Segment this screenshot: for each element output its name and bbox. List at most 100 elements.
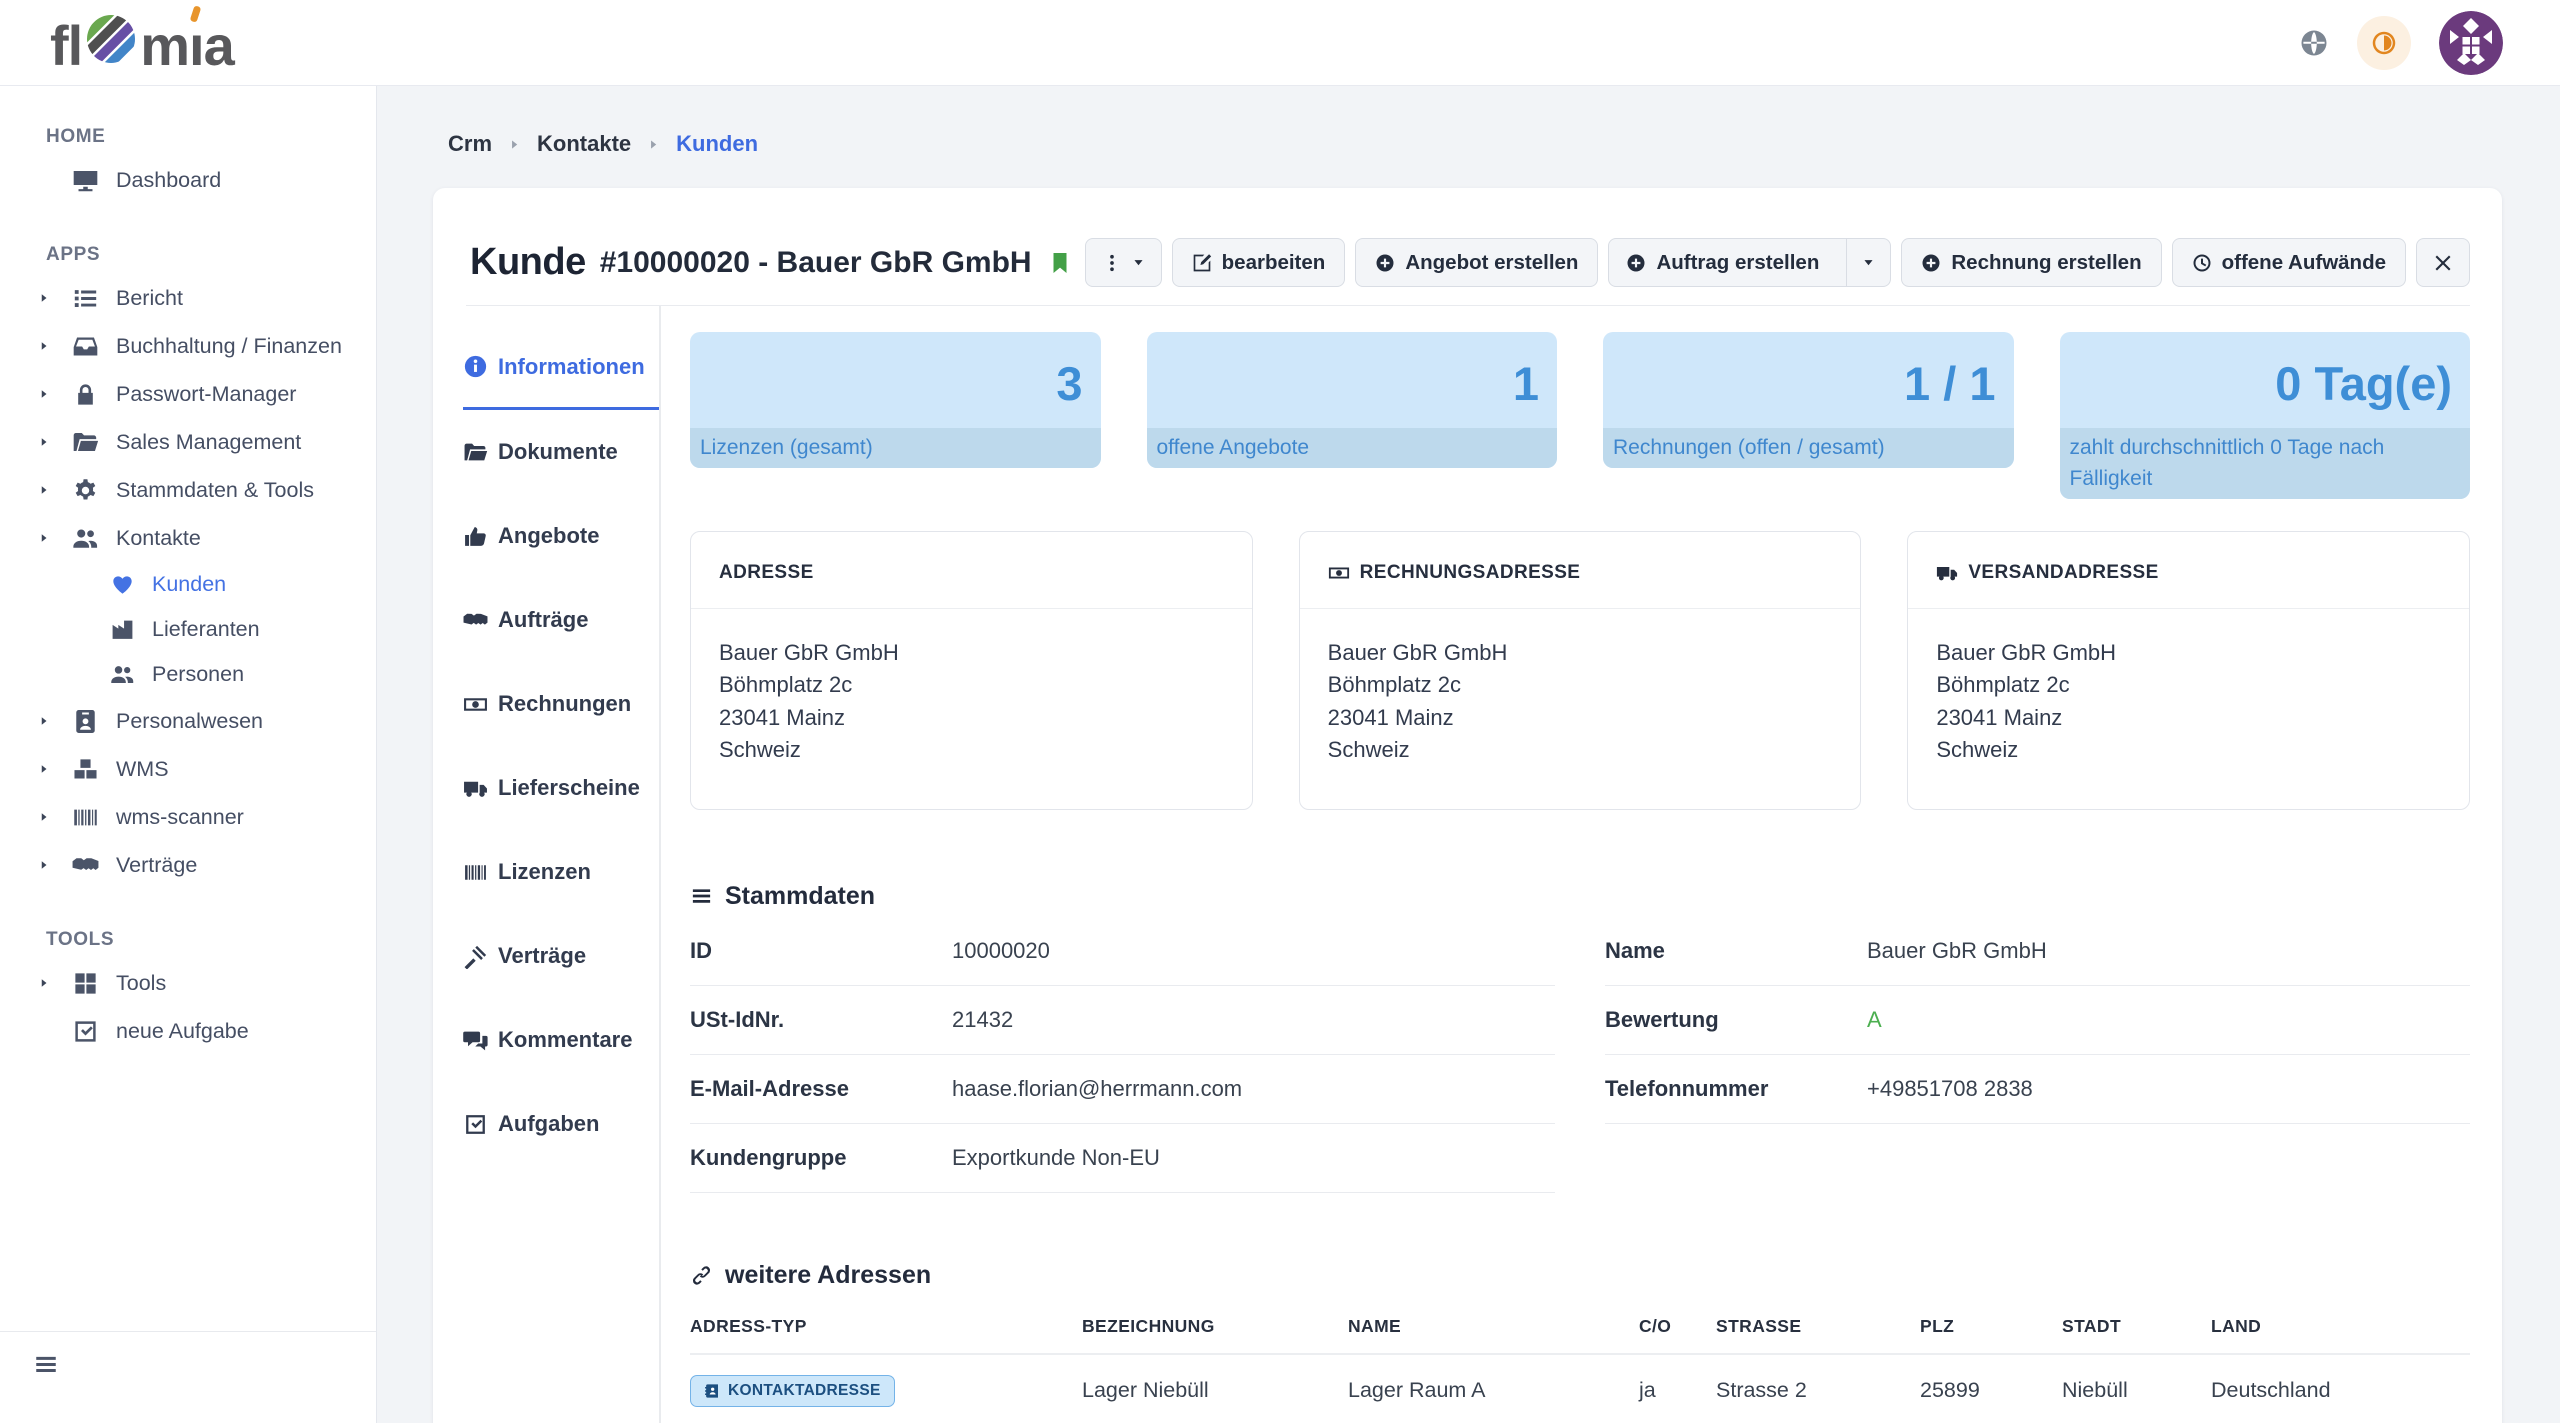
sidebar-footer — [0, 1331, 376, 1423]
sidebar-item-lieferanten[interactable]: Lieferanten — [0, 607, 376, 652]
sidebar-item-kunden[interactable]: Kunden — [0, 562, 376, 607]
gavel-icon — [463, 944, 488, 969]
truck-icon — [1936, 562, 1958, 584]
stat-value: 1 — [1147, 332, 1558, 428]
stat-lizenzen[interactable]: 3 Lizenzen (gesamt) — [690, 332, 1101, 468]
sidebar-item-wms-scanner[interactable]: wms-scanner — [0, 793, 376, 841]
main-content: Crm Kontakte Kunden Kunde #10000020 - Ba… — [377, 86, 2560, 1423]
sidebar-item-wms[interactable]: WMS — [0, 745, 376, 793]
action-buttons: bearbeiten Angebot erstellen Auftrag ers… — [1085, 238, 2470, 287]
thumbs-up-icon — [463, 524, 488, 549]
breadcrumb-kunden[interactable]: Kunden — [676, 130, 758, 158]
address-card-title: VERSANDADRESSE — [1908, 532, 2469, 609]
create-offer-button[interactable]: Angebot erstellen — [1355, 238, 1598, 287]
boxes-icon — [72, 756, 99, 783]
tab-lizenzen[interactable]: Lizenzen — [463, 830, 659, 914]
top-bar: fl m ı a — [0, 0, 2560, 86]
breadcrumb-crm[interactable]: Crm — [448, 130, 492, 158]
caret-down-icon — [1862, 256, 1875, 269]
stat-label: offene Angebote — [1147, 428, 1558, 468]
inbox-icon — [72, 333, 99, 360]
address-card-title: ADRESSE — [691, 532, 1252, 609]
sidebar-item-passwort-manager[interactable]: Passwort-Manager — [0, 370, 376, 418]
barcode-icon — [463, 860, 488, 885]
edit-button[interactable]: bearbeiten — [1172, 238, 1346, 287]
globe-icon[interactable] — [2299, 28, 2329, 58]
logo-text-fl: fl — [50, 18, 82, 74]
breadcrumb-kontakte[interactable]: Kontakte — [537, 130, 631, 158]
create-invoice-button[interactable]: Rechnung erstellen — [1901, 238, 2161, 287]
caret-right-icon — [38, 715, 50, 727]
tab-angebote[interactable]: Angebote — [463, 494, 659, 578]
field-value: +49851708 2838 — [1867, 1076, 2033, 1102]
tab-informationen[interactable]: Informationen — [463, 326, 659, 410]
sidebar-item-dashboard[interactable]: Dashboard — [0, 156, 376, 204]
stammdaten-left-column: ID 10000020 USt-IdNr. 21432 E-Mail-Adres… — [690, 917, 1555, 1193]
truck-icon — [463, 776, 488, 801]
address-book-icon — [704, 1383, 720, 1399]
check-square-icon — [72, 1018, 99, 1045]
col-land: LAND — [2211, 1300, 2470, 1354]
tab-auftraege[interactable]: Aufträge — [463, 578, 659, 662]
caret-right-icon — [38, 292, 50, 304]
cell-bezeichnung: Lager Niebüll — [1082, 1354, 1348, 1423]
sidebar-item-label: Dashboard — [116, 168, 221, 193]
sidebar-item-kontakte[interactable]: Kontakte — [0, 514, 376, 562]
field-row-id: ID 10000020 — [690, 917, 1555, 986]
sidebar-item-label: Verträge — [116, 853, 197, 878]
caret-right-icon — [38, 811, 50, 823]
sidebar-item-label: neue Aufgabe — [116, 1019, 249, 1044]
open-expenses-button[interactable]: offene Aufwände — [2172, 238, 2406, 287]
tab-kommentare[interactable]: Kommentare — [463, 998, 659, 1082]
sidebar-item-personen[interactable]: Personen — [0, 652, 376, 697]
cell-name: Lager Raum A — [1348, 1354, 1639, 1423]
kontaktadresse-badge[interactable]: KONTAKTADRESSE — [690, 1375, 895, 1407]
tab-dokumente[interactable]: Dokumente — [463, 410, 659, 494]
bookmark-icon[interactable] — [1048, 249, 1072, 277]
tab-rechnungen[interactable]: Rechnungen — [463, 662, 659, 746]
pen-square-icon — [1192, 253, 1212, 273]
page-title: Kunde — [470, 241, 586, 284]
tab-aufgaben[interactable]: Aufgaben — [463, 1082, 659, 1166]
id-badge-icon — [72, 708, 99, 735]
sidebar-item-buchhaltung[interactable]: Buchhaltung / Finanzen — [0, 322, 376, 370]
stat-offene-angebote[interactable]: 1 offene Angebote — [1147, 332, 1558, 468]
tab-lieferscheine[interactable]: Lieferscheine — [463, 746, 659, 830]
address-lines: Bauer GbR GmbH Böhmplatz 2c 23041 Mainz … — [691, 609, 1252, 795]
sidebar-item-sales-management[interactable]: Sales Management — [0, 418, 376, 466]
more-options-button[interactable] — [1085, 238, 1162, 287]
stat-value: 0 Tag(e) — [2060, 332, 2471, 428]
sidebar-item-label: wms-scanner — [116, 805, 244, 830]
sidebar-collapse-hamburger-icon[interactable] — [33, 1352, 59, 1378]
table-row[interactable]: KONTAKTADRESSE Lager Niebüll Lager Raum … — [690, 1354, 2470, 1423]
stat-zahlungsziel[interactable]: 0 Tag(e) zahlt durchschnittlich 0 Tage n… — [2060, 332, 2471, 499]
close-x-icon — [2433, 253, 2453, 273]
logo-text-i: ı — [189, 18, 204, 74]
col-stadt: STADT — [2062, 1300, 2211, 1354]
topbar-actions — [2299, 11, 2503, 75]
theme-toggle-button[interactable] — [2357, 16, 2411, 70]
factory-icon — [110, 617, 135, 642]
sidebar-item-neue-aufgabe[interactable]: neue Aufgabe — [0, 1007, 376, 1055]
sidebar-item-label: Kontakte — [116, 526, 201, 551]
sidebar-item-personalwesen[interactable]: Personalwesen — [0, 697, 376, 745]
app-logo[interactable]: fl m ı a — [50, 12, 234, 74]
customer-id-name: #10000020 - Bauer GbR GmbH — [600, 246, 1032, 280]
close-button[interactable] — [2416, 238, 2470, 287]
sidebar-item-vertraege[interactable]: Verträge — [0, 841, 376, 889]
stat-label: zahlt durchschnittlich 0 Tage nach Fälli… — [2060, 428, 2471, 499]
sidebar-item-stammdaten-tools[interactable]: Stammdaten & Tools — [0, 466, 376, 514]
sidebar-item-tools[interactable]: Tools — [0, 959, 376, 1007]
tab-vertraege[interactable]: Verträge — [463, 914, 659, 998]
field-value: haase.florian@herrmann.com — [952, 1076, 1242, 1102]
create-order-button[interactable]: Auftrag erstellen — [1609, 239, 1836, 286]
field-row-ustidnr: USt-IdNr. 21432 — [690, 986, 1555, 1055]
user-avatar[interactable] — [2439, 11, 2503, 75]
sidebar-item-bericht[interactable]: Bericht — [0, 274, 376, 322]
stammdaten-section: Stammdaten ID 10000020 USt-IdNr. 21432 — [690, 882, 2470, 1193]
sidebar-item-label: Tools — [116, 971, 166, 996]
create-order-dropdown-toggle[interactable] — [1846, 239, 1890, 286]
col-plz: PLZ — [1920, 1300, 2062, 1354]
stat-rechnungen[interactable]: 1 / 1 Rechnungen (offen / gesamt) — [1603, 332, 2014, 468]
users-icon — [72, 525, 99, 552]
